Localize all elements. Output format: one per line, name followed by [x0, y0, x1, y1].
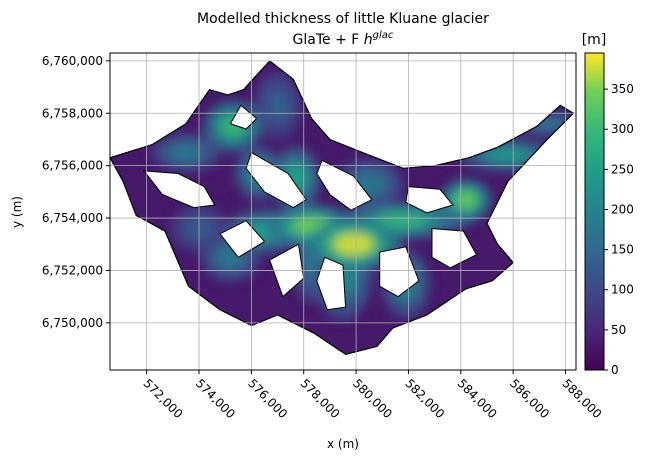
y-tick-label: 6,756,000	[42, 159, 103, 173]
thickness-mark	[486, 148, 529, 163]
thickness-mark	[333, 233, 374, 256]
y-tick-label: 6,758,000	[42, 106, 103, 120]
y-tick-label: 6,750,000	[42, 316, 103, 330]
x-tick-label: 582,000	[402, 376, 447, 421]
x-axis-ticks: 572,000 574,000 576,000 578,000 580,000 582,0…	[141, 370, 604, 421]
x-tick-label: 588,000	[559, 376, 604, 421]
glacier-thickness-layer	[110, 60, 575, 355]
y-tick-label: 6,754,000	[42, 211, 103, 225]
colorbar-tick-label: 250	[611, 162, 634, 176]
x-tick-label: 576,000	[245, 376, 290, 421]
colorbar-ticks: 0 50 100 150 200 250 300 350	[604, 82, 634, 377]
subtitle-superscript: glac	[373, 30, 394, 41]
plot-area	[110, 53, 576, 370]
y-tick-label: 6,760,000	[42, 54, 103, 68]
grid-lines	[110, 53, 576, 370]
thickness-field	[151, 70, 574, 321]
colorbar-tick-label: 100	[611, 283, 634, 297]
plot-frame	[109, 52, 577, 371]
y-axis-label: y (m)	[10, 196, 24, 228]
colorbar-tick-label: 300	[611, 122, 634, 136]
colorbar-tick-label: 350	[611, 82, 634, 96]
x-tick-label: 580,000	[350, 376, 395, 421]
x-tick-label: 578,000	[298, 376, 343, 421]
thickness-mark	[375, 212, 426, 229]
colorbar-tick-label: 200	[611, 202, 634, 216]
x-tick-label: 586,000	[507, 376, 552, 421]
colorbar-label: [m]	[582, 32, 607, 48]
chart-title: Modelled thickness of little Kluane glac…	[197, 11, 489, 27]
colorbar-frame	[584, 52, 605, 371]
colorbar-tick-label: 150	[611, 243, 634, 257]
ice-free-area	[245, 151, 308, 209]
ice-free-area	[405, 186, 454, 214]
glacier-outline	[110, 60, 575, 355]
ice-free-area	[431, 227, 478, 269]
x-tick-label: 584,000	[455, 376, 500, 421]
glacier-ice	[110, 60, 574, 355]
thickness-mark	[267, 90, 289, 121]
y-tick-label: 6,752,000	[42, 263, 103, 277]
colorbar-gradient	[585, 53, 604, 370]
thickness-mark	[455, 190, 477, 209]
x-tick-label: 572,000	[141, 376, 186, 421]
colorbar-tick-label: 50	[611, 323, 626, 337]
x-tick-label: 574,000	[193, 376, 238, 421]
ice-free-area	[219, 220, 266, 258]
colorbar-tick-label: 0	[611, 363, 619, 377]
chart-subtitle: GlaTe + F hglac	[293, 30, 394, 48]
ice-free-area	[142, 170, 216, 209]
x-axis-label: x (m)	[327, 437, 359, 451]
ice-free-area	[316, 159, 373, 211]
y-axis-ticks: 6,750,000 6,752,000 6,754,000 6,756,000 6,75…	[42, 54, 110, 330]
colorbar: 0 50 100 150 200 250 300 350 [m]	[582, 32, 634, 377]
thickness-mark	[171, 144, 201, 161]
subtitle-prefix: GlaTe + F	[293, 32, 364, 48]
subtitle-variable: h	[364, 32, 373, 48]
